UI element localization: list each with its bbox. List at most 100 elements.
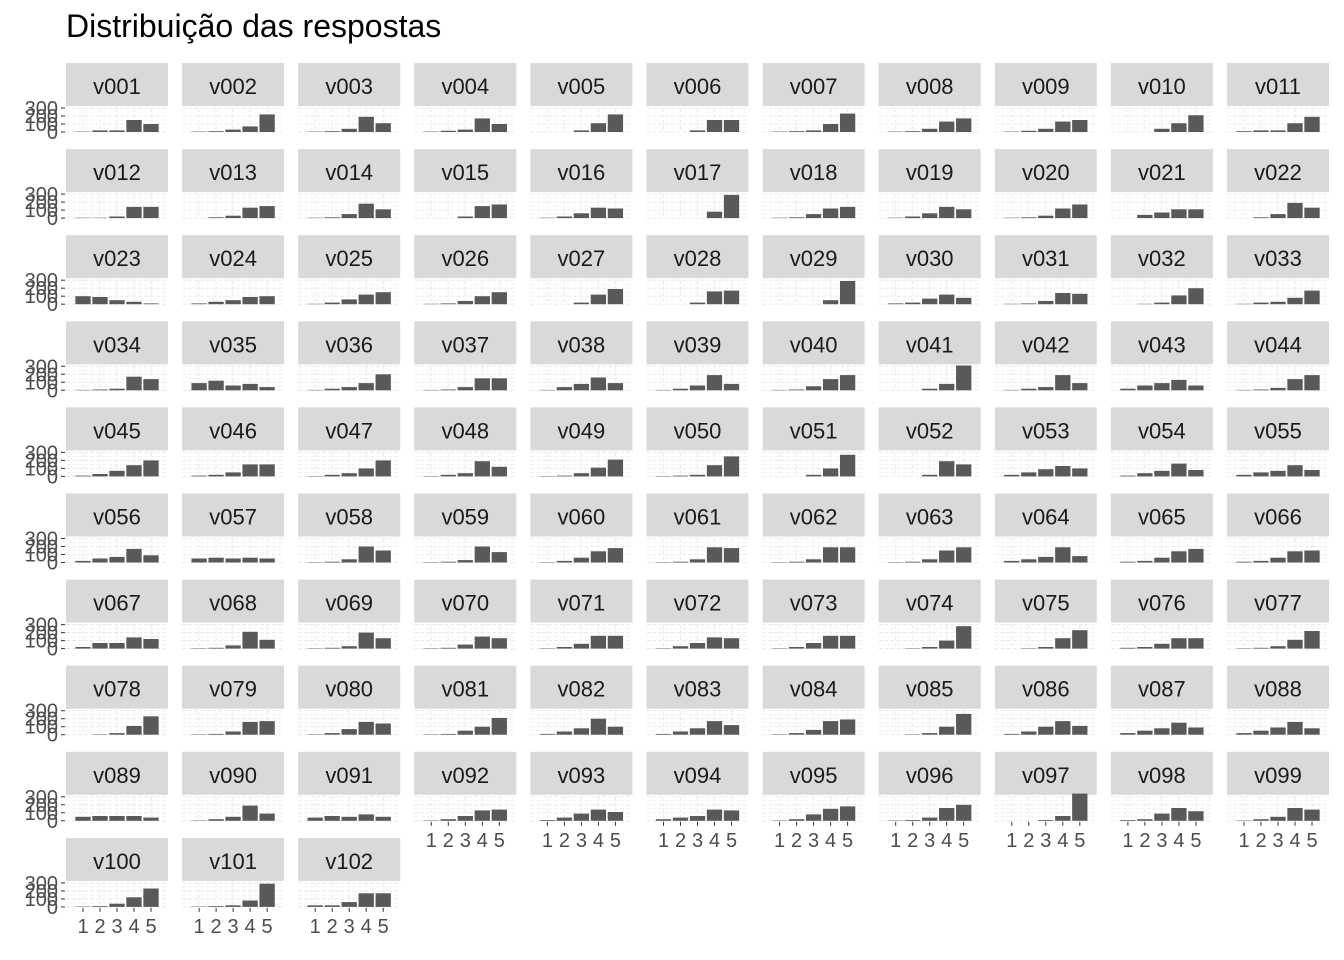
facet-strip bbox=[414, 751, 517, 795]
facet-label: v034 bbox=[93, 332, 141, 357]
bar bbox=[922, 388, 938, 391]
bar bbox=[208, 131, 224, 132]
facet-label: v062 bbox=[790, 505, 838, 530]
bar bbox=[242, 383, 258, 391]
facet-v027: v027 bbox=[530, 235, 633, 305]
bar bbox=[556, 731, 573, 735]
facet-v010: v010 bbox=[1110, 63, 1213, 133]
facet-strip bbox=[1110, 493, 1213, 537]
facet-label: v040 bbox=[790, 332, 838, 357]
facet-label: v051 bbox=[790, 418, 838, 443]
bar bbox=[1055, 721, 1071, 735]
bar bbox=[92, 816, 108, 821]
bar bbox=[1120, 388, 1136, 391]
bar bbox=[905, 302, 921, 305]
bar bbox=[1072, 725, 1088, 735]
bar bbox=[1055, 375, 1071, 391]
facet-label: v057 bbox=[209, 505, 257, 530]
bar bbox=[457, 730, 473, 735]
facet-strip bbox=[298, 407, 401, 451]
bar bbox=[939, 461, 955, 477]
facet-strip bbox=[298, 493, 401, 537]
x-tick-label: 4 bbox=[709, 830, 720, 852]
facet-v047: v047 bbox=[298, 407, 401, 477]
bar bbox=[805, 559, 822, 563]
bar bbox=[839, 635, 856, 649]
bar bbox=[939, 808, 955, 821]
bar bbox=[590, 718, 607, 735]
bar bbox=[839, 206, 856, 219]
bar bbox=[1171, 463, 1187, 477]
bar bbox=[375, 209, 391, 219]
y-tick-label: 100 bbox=[25, 889, 58, 911]
facet-strip bbox=[762, 321, 865, 365]
bar bbox=[1304, 728, 1320, 735]
bar bbox=[143, 888, 159, 907]
bar bbox=[225, 300, 241, 305]
facet-label: v058 bbox=[325, 505, 373, 530]
bar bbox=[491, 552, 507, 563]
facet-strip bbox=[1110, 63, 1213, 106]
bar bbox=[457, 560, 473, 563]
bar bbox=[706, 547, 723, 563]
bar bbox=[788, 389, 805, 391]
bar bbox=[126, 120, 142, 132]
x-tick-label: 2 bbox=[1255, 830, 1266, 852]
facet-v099: v099 1 2 3 4 5 bbox=[1227, 751, 1329, 852]
bar bbox=[723, 548, 740, 563]
bar bbox=[839, 806, 856, 821]
bar bbox=[723, 638, 740, 649]
bar bbox=[888, 303, 904, 305]
facet-strip bbox=[66, 235, 168, 279]
bar bbox=[607, 812, 624, 821]
bar bbox=[1253, 217, 1269, 219]
facet-v018: v018 bbox=[762, 149, 865, 219]
bar bbox=[126, 465, 142, 477]
bar bbox=[109, 643, 125, 649]
bar bbox=[607, 289, 624, 305]
bar bbox=[225, 731, 241, 735]
bar bbox=[1287, 465, 1303, 477]
facet-strip bbox=[994, 751, 1097, 795]
facet-label: v052 bbox=[906, 418, 954, 443]
bar bbox=[905, 561, 921, 563]
facet-strip bbox=[298, 751, 401, 795]
bar bbox=[672, 731, 689, 735]
bar bbox=[1188, 548, 1204, 563]
facet-label: v056 bbox=[93, 505, 141, 530]
bar bbox=[556, 387, 573, 391]
bar bbox=[1253, 560, 1269, 563]
facet-v079: v079 bbox=[182, 665, 285, 736]
facet-strip bbox=[646, 579, 749, 623]
facet-strip bbox=[298, 63, 401, 106]
facet-v092: v092 1 2 3 4 5 bbox=[414, 751, 517, 852]
bar bbox=[324, 561, 340, 563]
bar bbox=[126, 206, 142, 219]
bar bbox=[491, 378, 507, 391]
y-tick-label: 0 bbox=[47, 811, 58, 833]
bar bbox=[1154, 128, 1170, 132]
x-tick-label: 3 bbox=[924, 830, 935, 852]
facet-label: v067 bbox=[93, 591, 141, 616]
bar bbox=[723, 456, 740, 477]
bar bbox=[143, 379, 159, 391]
bar bbox=[109, 300, 125, 305]
bar bbox=[375, 893, 391, 907]
bar bbox=[655, 733, 672, 735]
bar bbox=[75, 475, 91, 477]
bar bbox=[1137, 473, 1153, 477]
bar bbox=[1270, 470, 1286, 477]
facet-strip bbox=[530, 407, 633, 451]
bar bbox=[358, 893, 374, 907]
facet-strip bbox=[1227, 665, 1329, 709]
bar bbox=[440, 130, 456, 132]
bar bbox=[822, 379, 839, 391]
bar bbox=[1188, 385, 1204, 391]
bar bbox=[590, 809, 607, 821]
facet-label: v053 bbox=[1022, 418, 1070, 443]
facet-v057: v057 bbox=[182, 493, 285, 564]
facet-v091: v091 bbox=[298, 751, 401, 822]
x-tick-label: 5 bbox=[726, 830, 737, 852]
bar bbox=[225, 645, 241, 649]
